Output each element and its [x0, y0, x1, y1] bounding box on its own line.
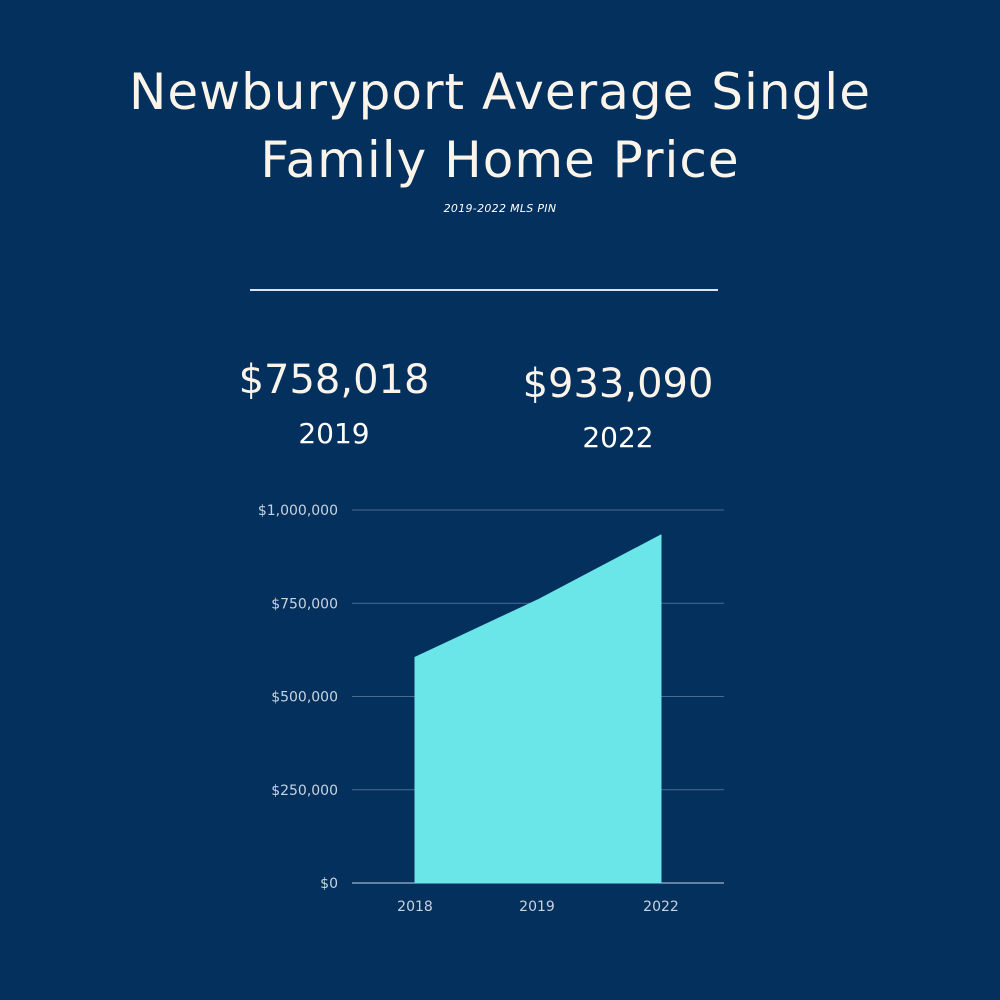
stat-2019: $758,018 2019	[234, 356, 434, 452]
x-tick-label: 2019	[519, 899, 555, 915]
chart-subtitle: 2019-2022 MLS PIN	[443, 202, 557, 215]
stat-2022: $933,090 2022	[508, 360, 728, 456]
stat-value: $758,018	[238, 357, 430, 403]
stat-year: 2022	[582, 421, 654, 454]
chart-title: Newburyport Average Single Family Home P…	[0, 58, 1000, 194]
y-tick-label: $250,000	[271, 783, 338, 799]
y-tick-label: $500,000	[271, 690, 338, 706]
title-line-2: Family Home Price	[260, 131, 740, 189]
x-tick-label: 2022	[643, 899, 679, 915]
stat-year: 2019	[298, 417, 370, 450]
divider	[250, 289, 718, 291]
y-tick-label: $750,000	[271, 596, 338, 612]
title-line-1: Newburyport Average Single	[129, 63, 871, 121]
data-point	[536, 599, 538, 601]
x-tick-label: 2018	[397, 899, 433, 915]
area-series	[414, 534, 662, 884]
stat-value: $933,090	[522, 361, 714, 407]
data-point	[414, 656, 416, 658]
y-tick-label: $1,000,000	[258, 503, 338, 519]
data-point	[660, 534, 662, 536]
y-tick-label: $0	[320, 876, 338, 892]
